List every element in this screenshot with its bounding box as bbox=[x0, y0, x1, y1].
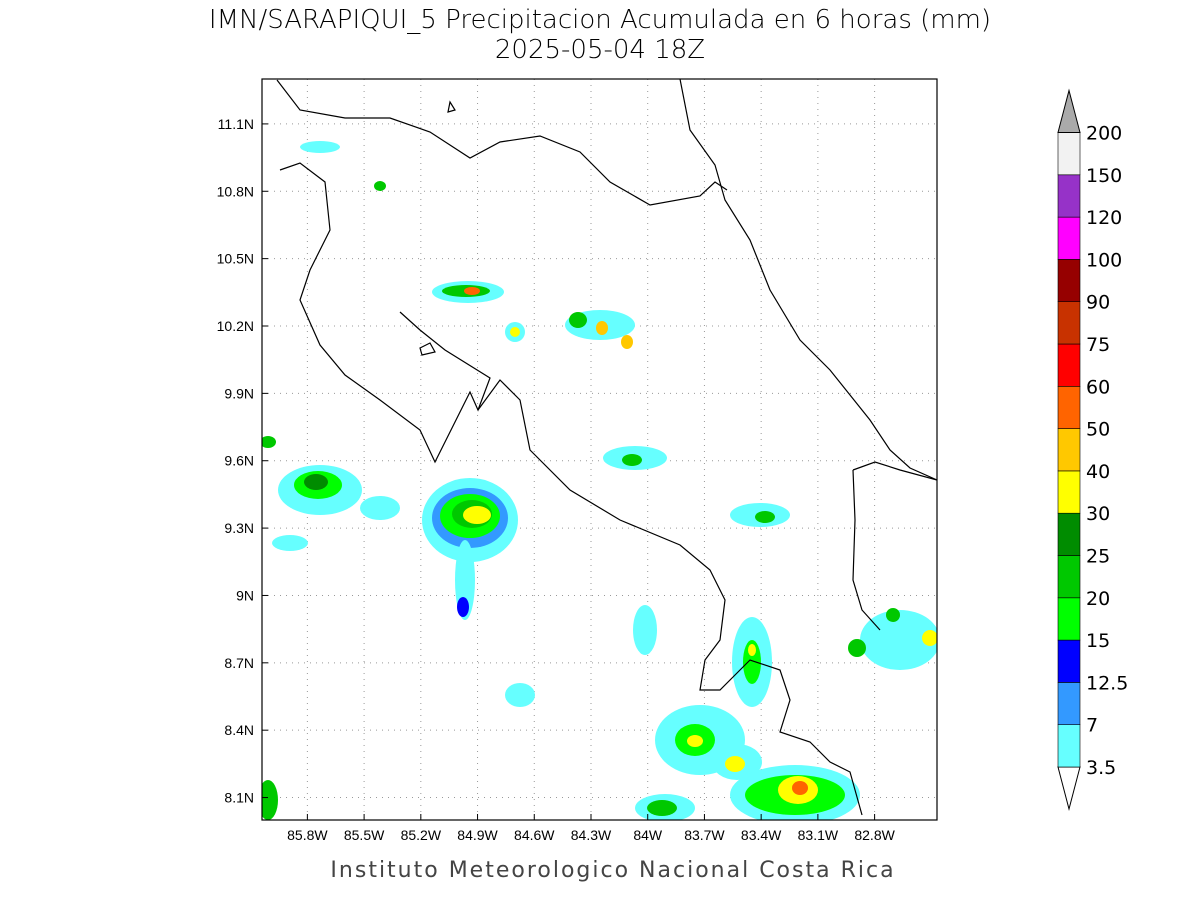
colorbar-box bbox=[1057, 428, 1081, 472]
colorbar: 3.5 7 12.5 15 20 25 30 40 50 60 75 90 100 120 150 200 bbox=[1057, 88, 1128, 811]
subtitle: 2025-05-04 18Z bbox=[495, 35, 705, 65]
colorbar-box bbox=[1057, 512, 1081, 556]
colorbar-box bbox=[1057, 682, 1081, 726]
colorbar-arrow bbox=[1057, 766, 1081, 811]
x-tick-label: 83.7W bbox=[684, 827, 725, 843]
precip-blob bbox=[262, 141, 937, 820]
colorbar-box bbox=[1057, 597, 1081, 641]
x-tick-label: 83.4W bbox=[741, 827, 782, 843]
colorbar-box bbox=[1057, 470, 1081, 514]
colorbar-box bbox=[1057, 555, 1081, 599]
colorbar-label: 3.5 bbox=[1086, 757, 1116, 779]
y-tick-label: 8.1N bbox=[224, 790, 254, 806]
y-tick-label: 11.1N bbox=[218, 116, 254, 132]
y-tick-label: 10.5N bbox=[217, 251, 254, 267]
colorbar-box bbox=[1057, 216, 1081, 260]
x-tick-label: 85.8W bbox=[287, 827, 328, 843]
y-tick-label: 9.9N bbox=[224, 385, 254, 401]
colorbar-box bbox=[1057, 259, 1081, 302]
colorbar-label: 40 bbox=[1086, 461, 1110, 483]
coastlines bbox=[276, 79, 937, 816]
colorbar-label: 200 bbox=[1086, 123, 1122, 145]
colorbar-label: 75 bbox=[1086, 334, 1110, 356]
colorbar-label: 12.5 bbox=[1086, 672, 1128, 694]
colorbar-label: 100 bbox=[1086, 249, 1122, 271]
colorbar-label: 7 bbox=[1086, 715, 1098, 737]
y-tick-label: 8.4N bbox=[224, 722, 254, 738]
colorbar-label: 30 bbox=[1086, 503, 1110, 525]
footer: Instituto Meteorologico Nacional Costa R… bbox=[330, 858, 895, 883]
colorbar-label: 20 bbox=[1086, 588, 1110, 610]
x-tick-label: 84.3W bbox=[571, 827, 612, 843]
colorbar-label: 15 bbox=[1086, 630, 1110, 652]
y-tick-label: 8.7N bbox=[224, 655, 254, 671]
colorbar-box bbox=[1057, 174, 1081, 218]
y-tick-label: 9.6N bbox=[224, 453, 254, 469]
x-tick-label: 85.5W bbox=[344, 827, 385, 843]
colorbar-box bbox=[1057, 301, 1081, 345]
colorbar-label: 25 bbox=[1086, 546, 1110, 568]
x-tick-label: 85.2W bbox=[401, 827, 442, 843]
colorbar-label: 150 bbox=[1086, 165, 1122, 187]
x-tick-label: 84.9W bbox=[457, 827, 498, 843]
colorbar-label: 50 bbox=[1086, 419, 1110, 441]
x-tick-label: 83.1W bbox=[798, 827, 839, 843]
colorbar-box bbox=[1057, 132, 1081, 176]
colorbar-label: 90 bbox=[1086, 292, 1110, 314]
precip-fields bbox=[262, 79, 937, 820]
map-frame bbox=[261, 78, 938, 821]
colorbar-box bbox=[1057, 639, 1081, 683]
grid bbox=[262, 79, 937, 820]
y-tick-label: 9N bbox=[236, 587, 254, 603]
colorbar-label: 120 bbox=[1086, 207, 1122, 229]
colorbar-box bbox=[1057, 343, 1081, 387]
x-tick-label: 82.8W bbox=[854, 827, 895, 843]
colorbar-label: 60 bbox=[1086, 376, 1110, 398]
colorbar-box bbox=[1057, 385, 1081, 429]
y-tick-label: 10.2N bbox=[217, 318, 254, 334]
title: IMN/SARAPIQUI_5 Precipitacion Acumulada … bbox=[209, 5, 991, 35]
x-tick-label: 84W bbox=[633, 827, 663, 843]
colorbar-box bbox=[1057, 724, 1081, 768]
x-tick-label: 84.6W bbox=[514, 827, 555, 843]
y-tick-label: 10.8N bbox=[217, 183, 254, 199]
y-tick-label: 9.3N bbox=[224, 520, 254, 536]
colorbar-arrow bbox=[1057, 88, 1081, 133]
